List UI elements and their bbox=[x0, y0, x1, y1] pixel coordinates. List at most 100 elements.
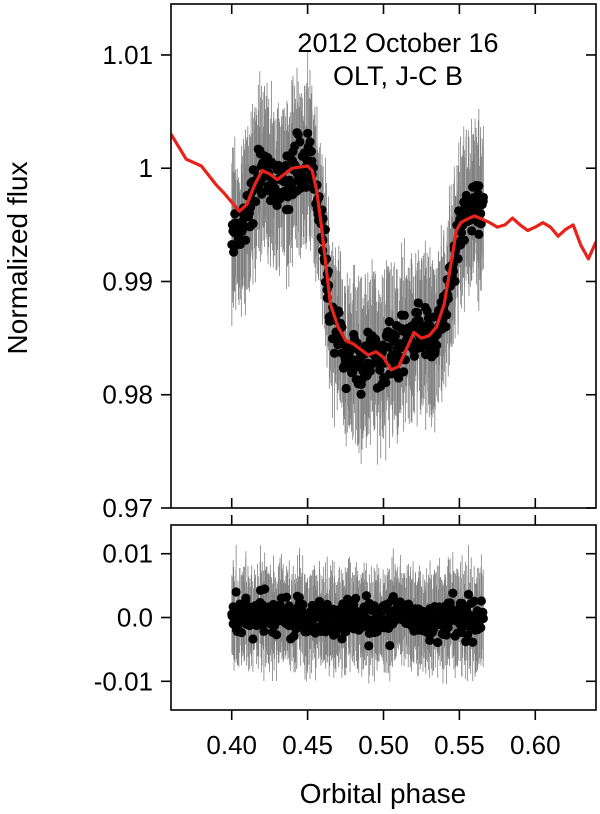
data-point bbox=[399, 310, 409, 320]
residual-point bbox=[476, 596, 486, 606]
bottom-x-axis: 0.40 0.45 0.50 0.55 0.60 bbox=[206, 515, 561, 760]
top-y-axis: 0.97 0.98 0.99 1 1.01 bbox=[102, 40, 596, 523]
residual-point bbox=[351, 593, 361, 604]
residual-point bbox=[341, 627, 351, 637]
data-point bbox=[356, 389, 366, 399]
x-tick-label: 0.55 bbox=[434, 730, 485, 760]
data-point bbox=[375, 365, 385, 375]
residual-point bbox=[433, 637, 443, 648]
y-tick-label: 0.98 bbox=[102, 380, 153, 410]
residual-point bbox=[260, 584, 270, 594]
residual-point bbox=[294, 592, 305, 603]
residual-point bbox=[241, 596, 251, 606]
data-point bbox=[425, 321, 435, 331]
residual-point bbox=[425, 635, 435, 645]
data-point bbox=[230, 209, 240, 219]
x-axis-title: Orbital phase bbox=[300, 778, 467, 809]
data-point bbox=[341, 383, 351, 394]
data-point bbox=[413, 298, 423, 308]
data-point bbox=[441, 322, 451, 332]
data-point bbox=[442, 310, 452, 320]
residual-point bbox=[443, 622, 453, 633]
residual-point bbox=[478, 613, 488, 624]
top-panel: 0.97 0.98 0.99 1 1.01 2012 October 16 OLT, J… bbox=[102, 3, 597, 523]
data-point bbox=[409, 351, 420, 361]
data-point bbox=[295, 137, 305, 147]
data-point bbox=[412, 308, 423, 318]
y-tick-label: 0.97 bbox=[102, 493, 153, 523]
residual-point bbox=[385, 640, 395, 651]
residual-point bbox=[298, 599, 308, 610]
data-point bbox=[383, 342, 394, 352]
top-x-ticks bbox=[230, 4, 537, 508]
data-point bbox=[251, 196, 261, 207]
residual-point bbox=[448, 588, 458, 598]
residual-point bbox=[248, 634, 258, 644]
data-point bbox=[280, 160, 291, 171]
data-point bbox=[474, 181, 484, 191]
residual-point bbox=[259, 626, 269, 636]
data-point bbox=[399, 367, 409, 377]
data-point bbox=[249, 165, 260, 175]
x-tick-label: 0.50 bbox=[358, 730, 409, 760]
residual-point bbox=[236, 627, 247, 638]
data-point bbox=[384, 317, 394, 327]
residual-point bbox=[468, 637, 478, 647]
data-point bbox=[459, 235, 469, 245]
residual-point bbox=[337, 634, 347, 644]
data-point bbox=[474, 229, 484, 239]
residual-point bbox=[289, 631, 299, 641]
y-tick-label: 0.01 bbox=[102, 539, 153, 569]
residual-point bbox=[364, 641, 374, 651]
data-point bbox=[301, 182, 311, 192]
top-data-points bbox=[227, 128, 488, 399]
residual-point bbox=[297, 607, 307, 618]
data-point bbox=[450, 276, 460, 286]
data-point bbox=[248, 218, 258, 229]
data-point bbox=[329, 348, 340, 358]
residual-point bbox=[388, 591, 398, 602]
residual-point bbox=[314, 597, 325, 607]
residual-point bbox=[469, 596, 479, 606]
data-point bbox=[432, 340, 442, 350]
residual-point bbox=[281, 592, 292, 602]
data-point bbox=[393, 373, 404, 383]
data-point bbox=[467, 226, 477, 236]
x-tick-label: 0.60 bbox=[510, 730, 561, 760]
data-point bbox=[306, 146, 316, 157]
data-point bbox=[456, 227, 467, 238]
data-point bbox=[305, 137, 315, 147]
data-point bbox=[293, 129, 303, 140]
data-point bbox=[422, 306, 432, 316]
x-tick-label: 0.40 bbox=[206, 730, 257, 760]
data-point bbox=[241, 235, 251, 245]
bottom-panel: -0.01 0.0 0.01 0.40 0.45 0.50 0.55 0.60 bbox=[94, 515, 597, 760]
residual-point bbox=[441, 630, 452, 640]
residual-point bbox=[271, 630, 282, 640]
residual-data-points bbox=[227, 584, 488, 651]
residual-point bbox=[463, 630, 473, 640]
data-point bbox=[381, 377, 391, 388]
data-point bbox=[284, 204, 294, 215]
residual-point bbox=[361, 591, 371, 601]
top-errorbars bbox=[231, 51, 484, 465]
data-point bbox=[303, 128, 313, 138]
data-point bbox=[229, 247, 239, 257]
x-tick-label: 0.45 bbox=[282, 730, 333, 760]
residual-point bbox=[376, 610, 386, 620]
y-tick-label: 1.01 bbox=[102, 40, 153, 70]
y-tick-label: -0.01 bbox=[94, 666, 153, 696]
residual-point bbox=[476, 623, 486, 633]
data-point bbox=[334, 308, 344, 318]
data-point bbox=[365, 366, 375, 376]
data-point bbox=[453, 254, 463, 264]
y-tick-label: 0.99 bbox=[102, 266, 153, 296]
residual-point bbox=[231, 587, 241, 597]
y-tick-label: 0.0 bbox=[117, 603, 153, 633]
y-axis-title: Normalized flux bbox=[2, 162, 33, 355]
y-tick-label: 1 bbox=[139, 153, 153, 183]
data-point bbox=[371, 335, 381, 345]
annotation-date: 2012 October 16 bbox=[297, 28, 498, 58]
data-point bbox=[390, 331, 400, 341]
